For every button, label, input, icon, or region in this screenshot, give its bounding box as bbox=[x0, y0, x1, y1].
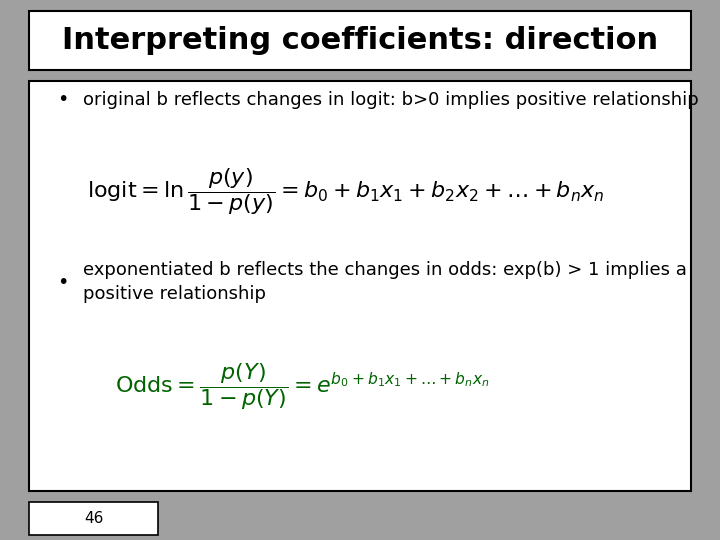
FancyBboxPatch shape bbox=[29, 11, 691, 70]
Text: $\mathrm{Odds} = \dfrac{p(Y)}{1-p(Y)} = e^{b_0 + b_1 x_1 + \ldots + b_n x_n}$: $\mathrm{Odds} = \dfrac{p(Y)}{1-p(Y)} = … bbox=[115, 361, 490, 411]
Text: •: • bbox=[58, 273, 69, 292]
Text: 46: 46 bbox=[84, 511, 103, 526]
Text: Interpreting coefficients: direction: Interpreting coefficients: direction bbox=[62, 26, 658, 55]
Text: positive relationship: positive relationship bbox=[83, 285, 266, 303]
Text: original b reflects changes in logit: b>0 implies positive relationship: original b reflects changes in logit: b>… bbox=[83, 91, 698, 109]
FancyBboxPatch shape bbox=[29, 502, 158, 535]
FancyBboxPatch shape bbox=[29, 81, 691, 491]
Text: $\mathrm{logit} = \ln \dfrac{p(y)}{1-p(y)} = b_0 + b_1 x_1 + b_2 x_2 + \ldots + : $\mathrm{logit} = \ln \dfrac{p(y)}{1-p(y… bbox=[87, 166, 604, 217]
Text: exponentiated b reflects the changes in odds: exp(b) > 1 implies a: exponentiated b reflects the changes in … bbox=[83, 261, 687, 279]
Text: •: • bbox=[58, 90, 69, 110]
